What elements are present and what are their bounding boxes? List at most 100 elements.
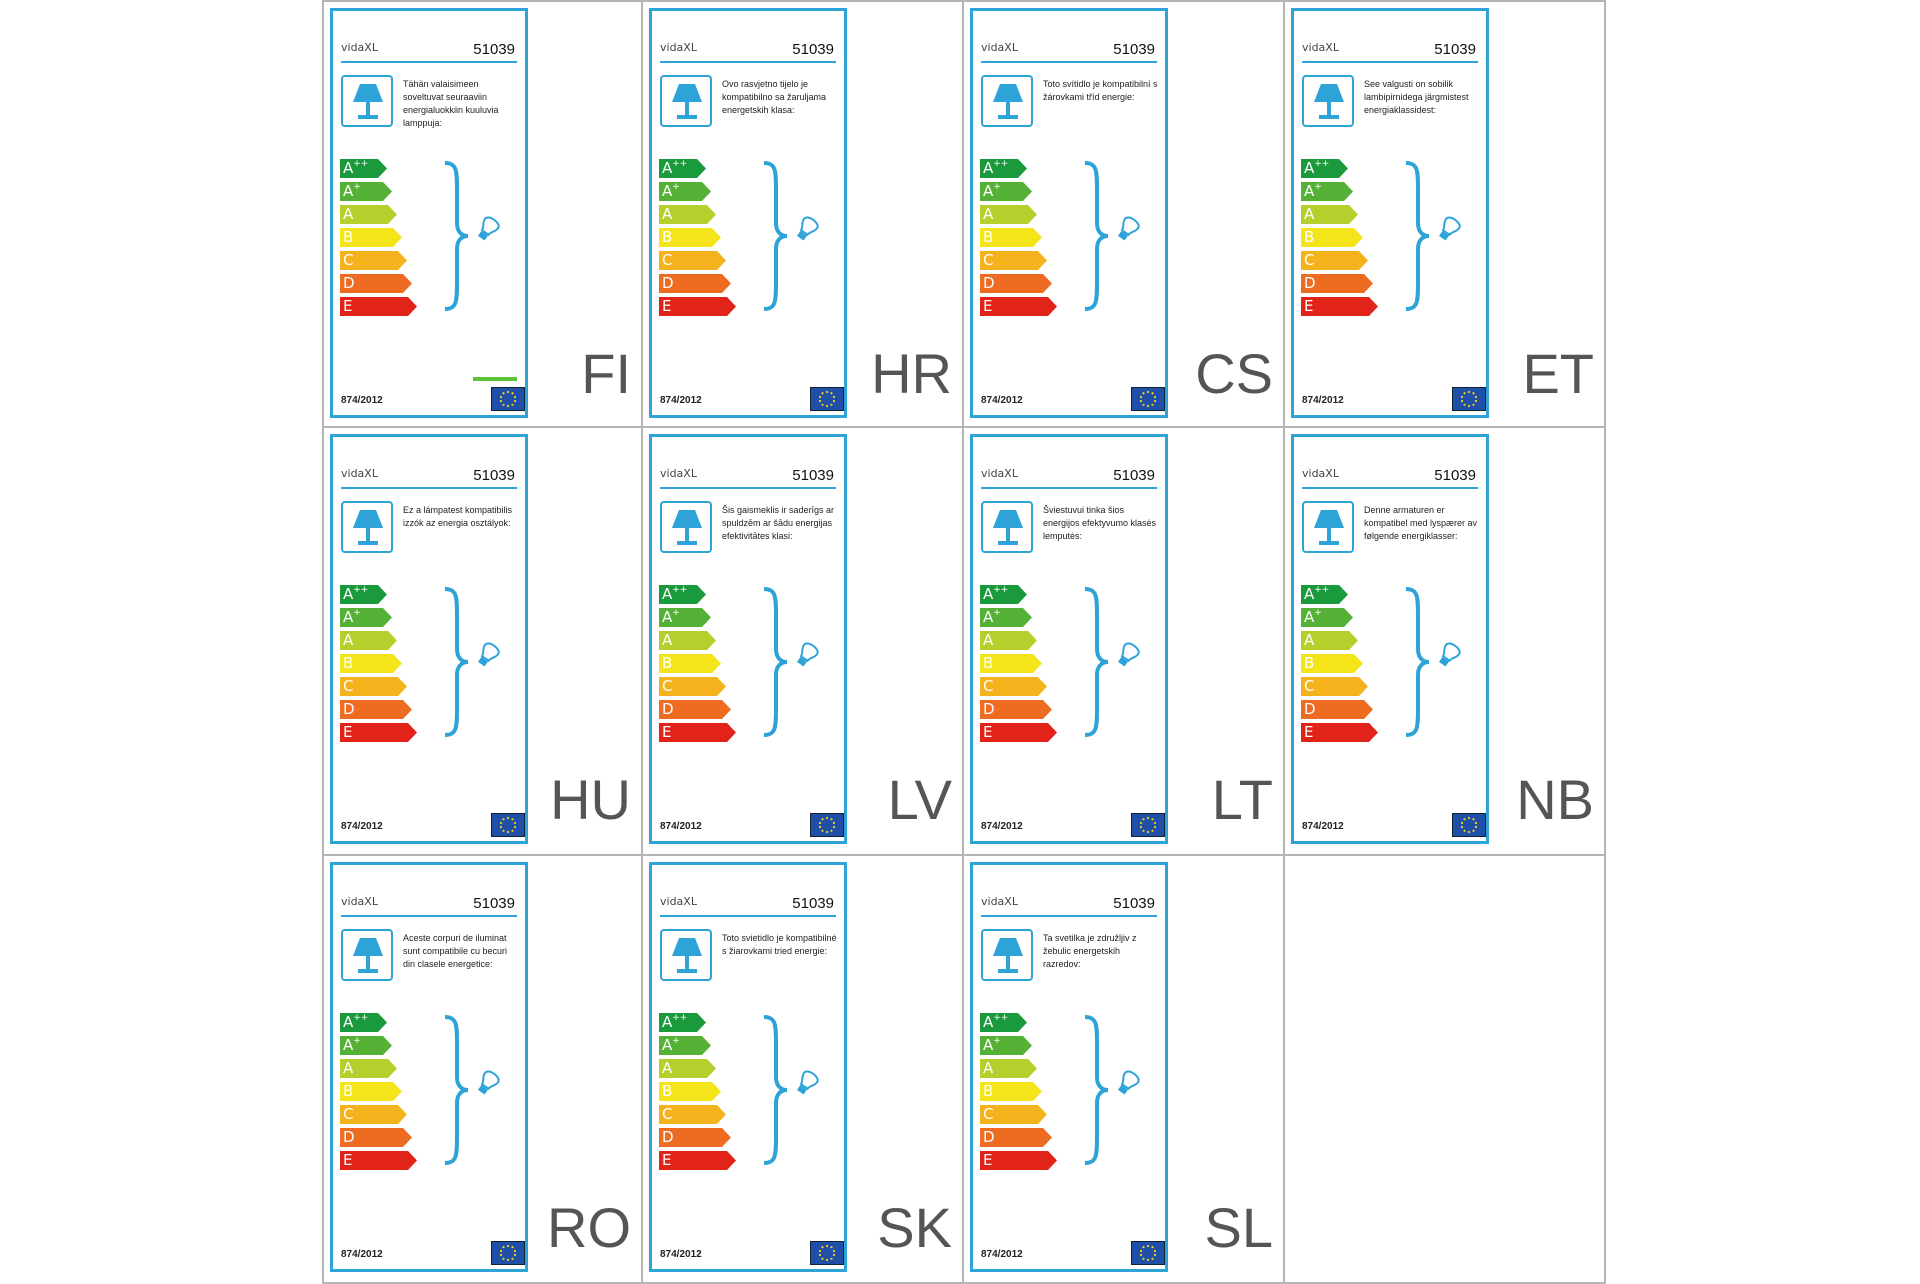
energy-class-letter: A+ (343, 608, 361, 626)
energy-class-letter: E (662, 723, 672, 741)
energy-class-letter: A++ (983, 585, 1009, 603)
brand-name: vidaXL (660, 895, 697, 908)
compatibility-text: Denne armaturen er kompatibel med lyspær… (1364, 505, 1478, 541)
language-code: CS (1195, 342, 1273, 405)
energy-class-letter: D (343, 700, 355, 718)
energy-label: vidaXL 51039 Ta svetilka je združljiv z … (970, 862, 1168, 1272)
eu-flag-icon (810, 813, 844, 837)
label-cell-et: vidaXL 51039 See valgusti on sobilik lam… (1285, 0, 1606, 428)
energy-class-letter: A++ (343, 585, 369, 603)
language-code: HR (871, 342, 952, 405)
label-cell-nb: vidaXL 51039 Denne armaturen er kompatib… (1285, 428, 1606, 856)
energy-label: vidaXL 51039 Aceste corpuri de iluminat … (330, 862, 528, 1272)
eu-flag-icon (1131, 813, 1165, 837)
energy-class-letter: A+ (1304, 608, 1322, 626)
energy-class-letter: E (1304, 297, 1314, 315)
empty-cell (1285, 856, 1606, 1284)
eu-flag-icon (1131, 387, 1165, 411)
energy-class-letter: B (1304, 228, 1315, 246)
energy-class-letter: D (983, 1128, 995, 1146)
energy-class-letter: B (983, 654, 994, 672)
energy-class-letter: A (1304, 631, 1315, 649)
compatibility-text: Šis gaismeklis ir saderīgs ar spuldzēm a… (722, 505, 835, 541)
model-number: 51039 (1434, 41, 1476, 58)
compatibility-text: See valgusti on sobilik lambipirnidega j… (1364, 79, 1469, 115)
energy-class-letter: B (662, 228, 673, 246)
brand-name: vidaXL (1302, 467, 1339, 480)
energy-class-letter: A (662, 631, 673, 649)
brand-name: vidaXL (341, 41, 378, 54)
green-mark (473, 377, 517, 381)
label-header: vidaXL 51039 (660, 887, 836, 917)
brace-icon (1405, 587, 1430, 737)
energy-class-letter: A+ (662, 182, 680, 200)
energy-class-letter: C (1304, 677, 1315, 695)
energy-label: vidaXL 51039 Šviestuvui tinka šios energ… (970, 434, 1168, 844)
energy-class-letter: E (983, 1151, 993, 1169)
regulation-number: 874/2012 (981, 821, 1023, 832)
language-code: RO (547, 1196, 631, 1259)
energy-class-letter: A (983, 1059, 994, 1077)
energy-class-letter: A+ (662, 608, 680, 626)
language-code: HU (550, 768, 631, 831)
energy-class-letter: A (983, 205, 994, 223)
lamp-icon (1302, 501, 1354, 553)
bulb-icon (1117, 1070, 1140, 1095)
eu-flag-icon (1452, 387, 1486, 411)
label-header: vidaXL 51039 (660, 33, 836, 63)
energy-label: vidaXL 51039 See valgusti on sobilik lam… (1291, 8, 1489, 418)
compatibility-text: Toto svítidlo je kompatibilní s žárovkam… (1043, 79, 1158, 102)
bulb-icon (477, 642, 500, 667)
model-number: 51039 (473, 41, 515, 58)
energy-class-letter: A (662, 205, 673, 223)
energy-class-letter: C (662, 1105, 673, 1123)
energy-class-letter: D (662, 274, 674, 292)
compatibility-text: Ovo rasvjetno tijelo je kompatibilno sa … (722, 79, 827, 115)
energy-class-letter: B (662, 1082, 673, 1100)
label-cell-hr: vidaXL 51039 Ovo rasvjetno tijelo je kom… (643, 0, 964, 428)
label-header: vidaXL 51039 (981, 459, 1157, 489)
regulation-number: 874/2012 (981, 395, 1023, 406)
label-header: vidaXL 51039 (341, 459, 517, 489)
brace-icon (1084, 1015, 1109, 1165)
compatibility-text: Toto svietidlo je kompatibilné s žiarovk… (722, 933, 837, 956)
energy-label: vidaXL 51039 Tähän valaisimeen soveltuva… (330, 8, 528, 418)
energy-class-letter: A (662, 1059, 673, 1077)
label-cell-fi: vidaXL 51039 Tähän valaisimeen soveltuva… (322, 0, 643, 428)
language-code: SK (877, 1196, 952, 1259)
energy-class-letter: C (1304, 251, 1315, 269)
label-cell-cs: vidaXL 51039 Toto svítidlo je kompatibil… (964, 0, 1285, 428)
bulb-icon (1438, 216, 1461, 241)
language-code: NB (1516, 768, 1594, 831)
regulation-number: 874/2012 (660, 821, 702, 832)
language-code: FI (581, 342, 631, 405)
energy-class-letter: A++ (983, 1013, 1009, 1031)
label-cell-sk: vidaXL 51039 Toto svietidlo je kompatibi… (643, 856, 964, 1284)
energy-label: vidaXL 51039 Ovo rasvjetno tijelo je kom… (649, 8, 847, 418)
energy-class-letter: B (1304, 654, 1315, 672)
lamp-icon (341, 75, 393, 127)
energy-class-letter: A (1304, 205, 1315, 223)
brand-name: vidaXL (660, 467, 697, 480)
energy-class-letter: C (343, 251, 354, 269)
bulb-icon (796, 642, 819, 667)
energy-class-letter: C (343, 677, 354, 695)
brace-icon (763, 587, 788, 737)
energy-class-letter: C (983, 1105, 994, 1123)
energy-class-letter: A++ (983, 159, 1009, 177)
energy-class-letter: A++ (662, 159, 688, 177)
energy-class-letter: B (343, 1082, 354, 1100)
eu-flag-icon (491, 1241, 525, 1265)
energy-class-letter: E (983, 297, 993, 315)
bulb-icon (477, 216, 500, 241)
regulation-number: 874/2012 (660, 395, 702, 406)
lamp-icon (981, 75, 1033, 127)
energy-label: vidaXL 51039 Toto svietidlo je kompatibi… (649, 862, 847, 1272)
lamp-icon (1302, 75, 1354, 127)
eu-flag-icon (1131, 1241, 1165, 1265)
energy-class-letter: B (343, 654, 354, 672)
energy-class-letter: E (343, 1151, 353, 1169)
bulb-icon (796, 216, 819, 241)
energy-class-letter: E (662, 1151, 672, 1169)
brace-icon (1405, 161, 1430, 311)
